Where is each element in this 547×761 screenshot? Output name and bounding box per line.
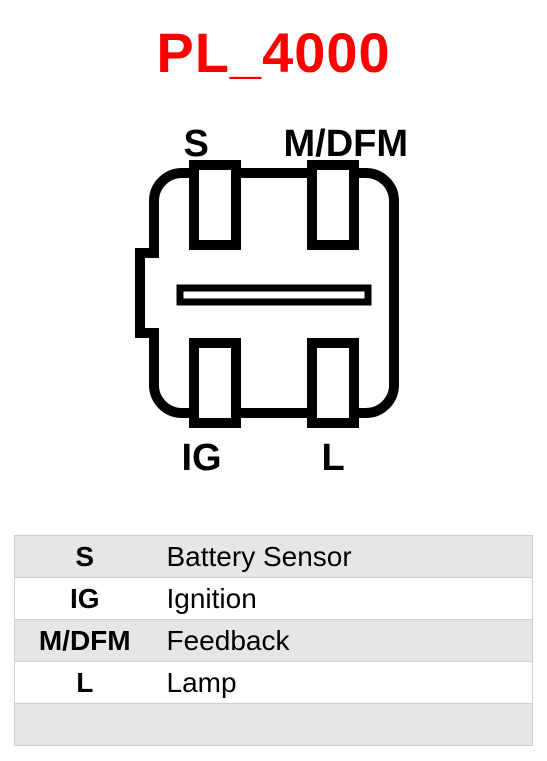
connector-diagram: S M/DFM IG L <box>0 115 547 525</box>
legend-row: IGIgnition <box>15 578 533 620</box>
legend-description: Ignition <box>155 578 533 620</box>
legend-row: M/DFMFeedback <box>15 620 533 662</box>
pin-label-ig: IG <box>182 437 222 480</box>
legend-description <box>155 704 533 746</box>
pin-label-mdfm: M/DFM <box>284 123 409 166</box>
pin-legend-table: SBattery SensorIGIgnitionM/DFMFeedbackLL… <box>14 535 533 746</box>
pin-label-l: L <box>322 437 345 480</box>
legend-symbol: L <box>15 662 155 704</box>
legend-symbol <box>15 704 155 746</box>
legend-row: LLamp <box>15 662 533 704</box>
legend-description: Battery Sensor <box>155 536 533 578</box>
legend-symbol: S <box>15 536 155 578</box>
legend-symbol: M/DFM <box>15 620 155 662</box>
diagram-title: PL_4000 <box>0 20 547 85</box>
legend-symbol: IG <box>15 578 155 620</box>
pin-label-s: S <box>184 123 209 166</box>
legend-row <box>15 704 533 746</box>
legend-description: Feedback <box>155 620 533 662</box>
legend-row: SBattery Sensor <box>15 536 533 578</box>
legend-description: Lamp <box>155 662 533 704</box>
